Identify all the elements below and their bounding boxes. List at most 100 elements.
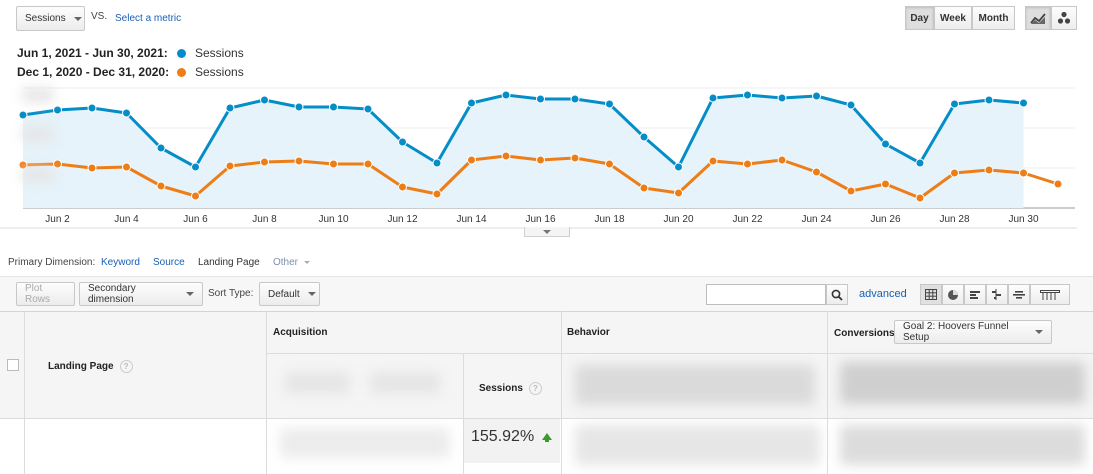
- table-search-input[interactable]: [706, 284, 826, 305]
- data-point[interactable]: [605, 99, 614, 109]
- data-point[interactable]: [812, 91, 821, 101]
- blurred-cell: [575, 425, 820, 465]
- data-point[interactable]: [501, 151, 511, 161]
- data-point[interactable]: [191, 191, 200, 201]
- data-point[interactable]: [1053, 179, 1063, 189]
- plot-rows-button[interactable]: Plot Rows: [16, 282, 75, 306]
- data-point[interactable]: [915, 193, 925, 203]
- dimension-keyword-link[interactable]: Keyword: [101, 257, 140, 268]
- data-point[interactable]: [398, 182, 407, 192]
- data-point[interactable]: [881, 139, 890, 149]
- data-point[interactable]: [536, 155, 545, 165]
- dimension-landing-page-active[interactable]: Landing Page: [198, 257, 260, 268]
- sort-type-select[interactable]: Default: [259, 282, 320, 306]
- table-view-performance-button[interactable]: [964, 284, 986, 305]
- caret-down-icon: [543, 229, 551, 234]
- line-chart-view-button[interactable]: [1025, 6, 1051, 30]
- data-point[interactable]: [122, 108, 131, 118]
- table-view-pivot-button[interactable]: [1030, 284, 1070, 305]
- data-point[interactable]: [950, 168, 959, 178]
- data-point[interactable]: [294, 156, 304, 166]
- data-point[interactable]: [570, 94, 580, 104]
- data-point[interactable]: [260, 157, 269, 167]
- goal-select[interactable]: Goal 2: Hoovers Funnel Setup: [894, 320, 1052, 344]
- data-point[interactable]: [777, 155, 787, 165]
- advanced-filter-link[interactable]: advanced: [859, 288, 907, 300]
- data-point[interactable]: [605, 159, 614, 169]
- secondary-dimension-select[interactable]: Secondary dimension: [79, 282, 203, 306]
- select-metric-link[interactable]: Select a metric: [115, 13, 182, 24]
- data-point[interactable]: [846, 100, 856, 110]
- search-button[interactable]: [826, 284, 848, 305]
- table-view-term-cloud-button[interactable]: [1008, 284, 1030, 305]
- data-point[interactable]: [225, 161, 235, 171]
- data-point[interactable]: [743, 159, 752, 169]
- data-point[interactable]: [639, 183, 649, 193]
- data-point[interactable]: [294, 102, 304, 112]
- data-point[interactable]: [191, 162, 200, 172]
- motion-chart-view-button[interactable]: [1051, 6, 1077, 30]
- data-point[interactable]: [53, 159, 62, 169]
- y-axis-label-blurred: [22, 168, 54, 182]
- data-point[interactable]: [674, 188, 683, 198]
- data-point[interactable]: [87, 163, 97, 173]
- data-point[interactable]: [777, 93, 787, 103]
- data-point[interactable]: [984, 165, 994, 175]
- data-point[interactable]: [708, 93, 718, 103]
- data-point[interactable]: [18, 110, 28, 120]
- data-point[interactable]: [122, 162, 131, 172]
- select-all-checkbox[interactable]: [7, 359, 19, 371]
- x-tick-label: Jun 28: [939, 214, 969, 225]
- data-point[interactable]: [1019, 168, 1028, 178]
- data-point[interactable]: [260, 95, 269, 105]
- data-point[interactable]: [53, 105, 62, 115]
- granularity-month-button[interactable]: Month: [972, 6, 1015, 30]
- data-point[interactable]: [812, 167, 821, 177]
- table-view-comparison-button[interactable]: [986, 284, 1008, 305]
- metric-select[interactable]: Sessions: [16, 6, 85, 31]
- data-point[interactable]: [467, 98, 476, 108]
- data-point[interactable]: [329, 102, 338, 112]
- sessions-line-chart[interactable]: Jun 2 Jun 4 Jun 6 Jun 8 Jun 10 Jun 12 Jun 14 Ju…: [0, 0, 1093, 240]
- blurred-column-header: [370, 372, 440, 394]
- data-point[interactable]: [432, 158, 442, 168]
- data-point[interactable]: [363, 159, 373, 169]
- data-point[interactable]: [950, 99, 959, 109]
- table-view-data-button[interactable]: [920, 284, 942, 305]
- granularity-day-button[interactable]: Day: [905, 6, 934, 30]
- column-header-landing-page[interactable]: Landing Page?: [48, 360, 133, 373]
- legend-dot-current: [177, 49, 186, 58]
- data-point[interactable]: [915, 158, 925, 168]
- secondary-dimension-label: Secondary dimension: [88, 283, 136, 305]
- data-point[interactable]: [156, 143, 166, 153]
- blurred-cell: [280, 428, 450, 458]
- data-point[interactable]: [501, 90, 511, 100]
- table-view-percentage-button[interactable]: [942, 284, 964, 305]
- dimension-other-dropdown[interactable]: Other: [273, 257, 310, 268]
- data-point[interactable]: [363, 104, 373, 114]
- granularity-day-label: Day: [910, 12, 929, 24]
- data-point[interactable]: [708, 156, 718, 166]
- data-point[interactable]: [674, 162, 683, 172]
- data-point[interactable]: [467, 155, 476, 165]
- x-tick-label: Jun 4: [114, 214, 139, 225]
- data-point[interactable]: [1019, 98, 1028, 108]
- granularity-week-button[interactable]: Week: [934, 6, 972, 30]
- chart-collapse-handle[interactable]: [524, 227, 570, 237]
- data-point[interactable]: [432, 189, 442, 199]
- data-point[interactable]: [156, 181, 166, 191]
- data-point[interactable]: [570, 153, 580, 163]
- data-point[interactable]: [743, 90, 752, 100]
- data-point[interactable]: [398, 137, 407, 147]
- data-point[interactable]: [329, 159, 338, 169]
- data-point[interactable]: [846, 186, 856, 196]
- data-point[interactable]: [984, 95, 994, 105]
- data-point[interactable]: [881, 179, 890, 189]
- vs-label: VS.: [91, 11, 108, 22]
- data-point[interactable]: [639, 132, 649, 142]
- data-point[interactable]: [225, 103, 235, 113]
- data-point[interactable]: [87, 103, 97, 113]
- dimension-source-link[interactable]: Source: [153, 257, 185, 268]
- data-point[interactable]: [536, 94, 545, 104]
- column-header-sessions[interactable]: Sessions?: [479, 382, 542, 395]
